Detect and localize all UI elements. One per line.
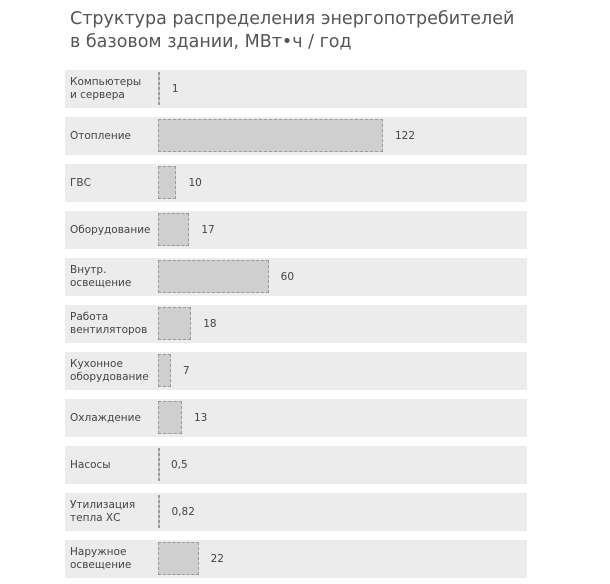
category-label: Утилизация тепла ХС (70, 499, 136, 524)
row-band: Охлаждение 13 (65, 399, 527, 437)
row-band: Отопление 122 (65, 117, 527, 155)
row-band: Насосы 0,5 (65, 446, 527, 484)
value-label: 18 (203, 318, 217, 330)
value-label: 122 (395, 130, 416, 142)
bar (158, 448, 160, 481)
value-label: 22 (210, 553, 224, 565)
value-label: 17 (201, 224, 215, 236)
bar (158, 260, 269, 293)
category-label: Кухонное оборудование (70, 358, 149, 383)
row-band: Оборудование 17 (65, 211, 527, 249)
category-label: ГВС (70, 176, 91, 189)
category-label: Оборудование (70, 223, 151, 236)
value-label: 13 (193, 412, 208, 424)
value-label: 0,82 (171, 506, 195, 518)
bar (158, 354, 171, 387)
bar (158, 495, 160, 528)
bar (158, 72, 160, 105)
bar (158, 401, 182, 434)
value-label: 7 (182, 365, 190, 377)
row-band: Утилизация тепла ХС 0,82 (65, 493, 527, 531)
category-label: Наружное освещение (70, 546, 132, 571)
value-label: 0,5 (171, 459, 188, 471)
bar (158, 542, 199, 575)
bar (158, 213, 190, 246)
category-label: Внутр. освещение (70, 264, 132, 289)
row-band: ГВС 10 (65, 164, 527, 202)
chart-title: Структура распределения энергопотребител… (70, 9, 515, 52)
value-label: 60 (280, 271, 295, 283)
category-label: Охлаждение (70, 411, 141, 424)
bar (158, 307, 192, 340)
value-label: 1 (171, 83, 179, 95)
bar (158, 119, 383, 152)
row-band: Работа вентиляторов 18 (65, 305, 527, 343)
row-band: Наружное освещение 22 (65, 540, 527, 578)
bar (158, 166, 177, 199)
category-label: Компьютеры и сервера (70, 76, 142, 101)
row-band: Компьютеры и сервера 1 (65, 70, 527, 108)
category-label: Отопление (70, 129, 131, 142)
value-label: 10 (188, 177, 202, 189)
category-label: Работа вентиляторов (70, 311, 148, 336)
row-band: Внутр. освещение 60 (65, 258, 527, 296)
row-band: Кухонное оборудование 7 (65, 352, 527, 390)
category-label: Насосы (70, 458, 111, 471)
